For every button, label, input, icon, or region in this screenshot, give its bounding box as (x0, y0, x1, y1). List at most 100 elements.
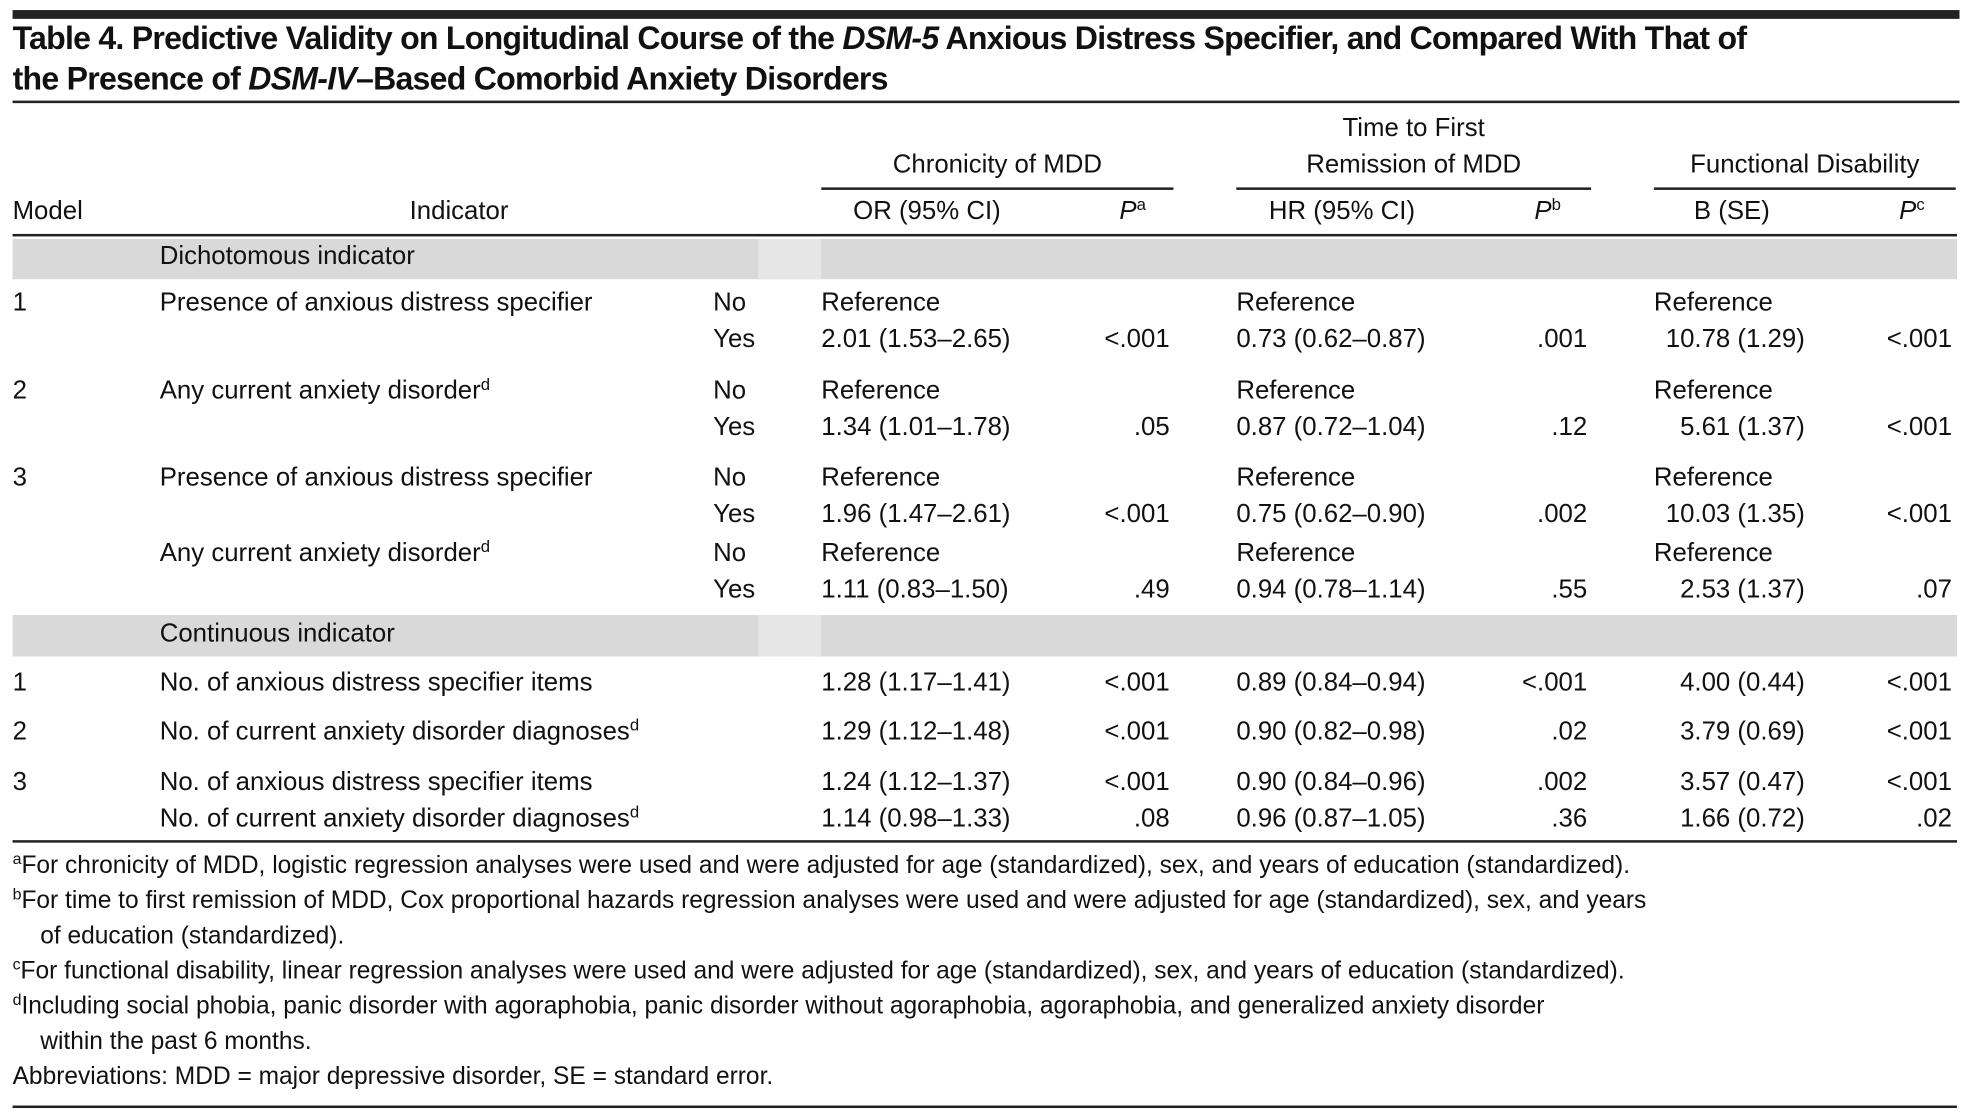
or-cell: 1.29 (1.12–1.48) (821, 716, 1011, 746)
p-value-cell: .07 (1916, 574, 1952, 604)
footnote-text: For time to first remission of MDD, Cox … (21, 886, 1647, 915)
hr-cell: Reference (1236, 538, 1356, 568)
level-cell: No (713, 462, 747, 492)
level-cell: Yes (713, 574, 756, 604)
b-cell: 3.79 (0.69) (1680, 716, 1805, 746)
indicator-text: No. of anxious distress specifier items (159, 667, 593, 697)
header-b: B (SE) (1693, 196, 1770, 226)
title-italic: DSM-IV (248, 61, 356, 97)
hr-cell: 0.73 (0.62–0.87) (1236, 324, 1426, 354)
or-cell: 2.01 (1.53–2.65) (821, 324, 1011, 354)
p-value-cell: <.001 (1104, 767, 1170, 797)
footnote-marker: d (480, 374, 491, 394)
footnote-text: within the past 6 months. (40, 1027, 312, 1056)
p-value-cell: .002 (1537, 499, 1588, 529)
header-hr: HR (95% CI) (1268, 196, 1416, 226)
footnote-line: dIncluding social phobia, panic disorder… (13, 992, 1545, 1020)
title-rule (12, 100, 1960, 104)
footnote-line: of education (standardized). (40, 923, 344, 949)
indicator-text: Presence of anxious distress specifier (159, 462, 593, 492)
p-value-cell: .002 (1537, 767, 1588, 797)
b-cell: Reference (1653, 462, 1773, 492)
indicator-cell: No. of anxious distress specifier items (159, 767, 593, 797)
group-rule (1653, 187, 1956, 190)
indicator-text: No. of current anxiety disorder diagnose… (159, 716, 630, 746)
footnote-marker: b (12, 885, 22, 904)
group-rule (1236, 187, 1591, 190)
level-cell: Yes (713, 324, 756, 354)
footnote-line: cFor functional disability, linear regre… (13, 957, 1625, 985)
footnote-line: Abbreviations: MDD = major depressive di… (13, 1064, 774, 1090)
table-title-line-2: the Presence of DSM-IV–Based Comorbid An… (12, 61, 889, 97)
b-cell: Reference (1653, 376, 1773, 405)
p-value-cell: <.001 (1886, 324, 1952, 354)
b-cell: 4.00 (0.44) (1680, 667, 1805, 697)
footnote-marker: d (480, 536, 491, 556)
footnote-line: within the past 6 months. (40, 1027, 312, 1056)
model-cell: 2 (12, 716, 27, 746)
indicator-cell: Presence of anxious distress specifier (159, 288, 593, 317)
footnote-marker: c (12, 955, 21, 974)
header-p-a: Pa (1119, 196, 1146, 225)
header-p-c: Pc (1899, 196, 1925, 225)
level-cell: No (713, 538, 747, 568)
level-cell: No (713, 288, 747, 317)
header-time-to-first: Time to First (1342, 113, 1485, 143)
indicator-cell: No. of current anxiety disorder diagnose… (159, 716, 639, 746)
indicator-cell: Any current anxiety disorderd (160, 375, 490, 405)
footnote-marker: d (629, 715, 640, 735)
p-value-cell: <.001 (1104, 716, 1170, 746)
footnote-marker: a (1136, 194, 1146, 214)
p-value-cell: .05 (1133, 412, 1170, 442)
section-dichotomous: Dichotomous indicator (159, 241, 415, 271)
indicator-cell: No. of anxious distress specifier items (159, 667, 593, 697)
section-band-dichotomous (12, 238, 1957, 280)
p-value-cell: .02 (1551, 716, 1588, 746)
p-value-cell: .36 (1551, 803, 1588, 833)
model-cell: 3 (12, 767, 27, 797)
p-value-cell: <.001 (1886, 667, 1952, 697)
or-cell: Reference (821, 538, 941, 568)
indicator-cell: No. of current anxiety disorder diagnose… (160, 803, 639, 832)
or-cell: 1.28 (1.17–1.41) (821, 667, 1011, 697)
title-text: Anxious Distress Specifier, and Compared… (938, 21, 1747, 57)
footnote-marker: d (629, 801, 640, 821)
or-cell: Reference (821, 462, 941, 492)
p-value-cell: <.001 (1104, 324, 1170, 354)
header-p-b: Pb (1534, 196, 1561, 225)
hr-cell: 0.90 (0.82–0.98) (1236, 716, 1426, 746)
p-value-cell: <.001 (1886, 412, 1952, 442)
header-indicator: Indicator (409, 196, 509, 226)
section-band-continuous (12, 615, 1957, 657)
footnote-text: For functional disability, linear regres… (20, 957, 1625, 985)
footer-rule (12, 1105, 1957, 1109)
p-value-cell: <.001 (1886, 499, 1952, 529)
b-cell: 1.66 (0.72) (1680, 803, 1805, 833)
or-cell: 1.96 (1.47–2.61) (821, 499, 1011, 529)
indicator-text: Any current anxiety disorder (159, 538, 481, 568)
title-text: –Based Comorbid Anxiety Disorders (355, 61, 889, 97)
footnote-marker: c (1916, 194, 1925, 214)
title-text: the Presence of (12, 61, 249, 97)
footnote-line: bFor time to first remission of MDD, Cox… (13, 886, 1647, 915)
p-value-cell: .08 (1133, 803, 1170, 833)
hr-cell: Reference (1236, 288, 1356, 317)
footnote-text: For chronicity of MDD, logistic regressi… (21, 851, 1631, 880)
hr-cell: 0.90 (0.84–0.96) (1236, 767, 1426, 797)
indicator-text: No. of anxious distress specifier items (159, 767, 593, 797)
section-band-gap (758, 615, 822, 657)
section-band-gap (758, 238, 822, 280)
indicator-text: Presence of anxious distress specifier (159, 288, 593, 317)
footnote-line: aFor chronicity of MDD, logistic regress… (13, 851, 1631, 880)
or-cell: Reference (821, 376, 941, 405)
hr-cell: 0.87 (0.72–1.04) (1236, 412, 1426, 442)
footnote-marker: b (1551, 194, 1561, 214)
hr-cell: 0.89 (0.84–0.94) (1236, 667, 1426, 697)
level-cell: Yes (713, 499, 756, 529)
p-value-cell: <.001 (1104, 667, 1170, 697)
footnote-marker: d (12, 991, 22, 1009)
header-rule (12, 233, 1957, 237)
p-value-cell: .49 (1133, 574, 1170, 604)
p-value-cell: .02 (1916, 803, 1952, 833)
